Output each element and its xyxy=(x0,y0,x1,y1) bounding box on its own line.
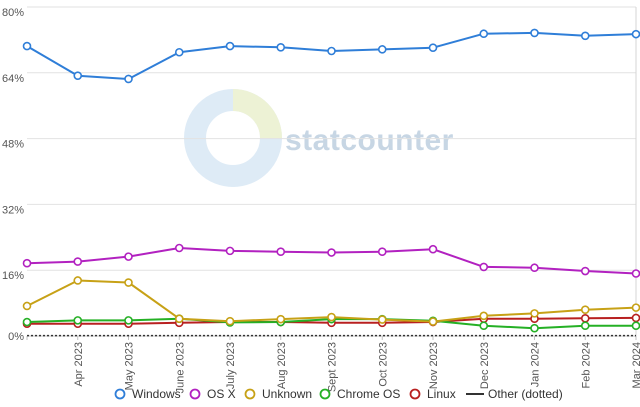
data-point[interactable] xyxy=(428,244,438,254)
x-tick-label: June 2023 xyxy=(174,342,186,393)
x-tick-label: Aug 2023 xyxy=(276,342,288,389)
data-point[interactable] xyxy=(580,305,590,314)
legend-item-chrome-os[interactable]: Chrome OS xyxy=(319,387,401,401)
x-tick-label: July 2023 xyxy=(225,342,237,389)
data-point[interactable] xyxy=(530,263,539,273)
legend-marker-icon xyxy=(409,388,421,400)
statcounter-logo-accent-icon xyxy=(232,89,282,139)
legend-label: Linux xyxy=(427,387,456,401)
legend-marker-icon xyxy=(319,388,331,400)
data-point[interactable] xyxy=(276,247,286,256)
data-point[interactable] xyxy=(174,243,184,253)
watermark-text: statcounter xyxy=(285,124,454,157)
data-point[interactable] xyxy=(225,246,235,256)
y-tick-label: 32% xyxy=(2,204,24,216)
data-point[interactable] xyxy=(428,317,438,326)
data-point[interactable] xyxy=(428,43,438,53)
x-tick-label: Dec 2023 xyxy=(479,342,491,389)
y-tick-label: 80% xyxy=(2,7,24,19)
data-point[interactable] xyxy=(73,257,83,266)
legend-item-unknown[interactable]: Unknown xyxy=(244,387,313,401)
data-point[interactable] xyxy=(530,309,539,318)
legend-label: Other (dotted) xyxy=(488,387,563,401)
data-point[interactable] xyxy=(124,278,133,287)
grid-lines xyxy=(27,6,637,337)
data-point[interactable] xyxy=(22,41,32,51)
x-tick-label: Jan 2024 xyxy=(530,342,542,387)
data-point[interactable] xyxy=(580,266,590,276)
y-tick-label: 0% xyxy=(8,331,24,343)
legend-label: Chrome OS xyxy=(337,387,400,401)
data-point[interactable] xyxy=(479,29,489,39)
y-tick-label: 64% xyxy=(2,73,24,85)
watermark: statcounter xyxy=(184,89,454,187)
legend-item-linux[interactable]: Linux xyxy=(409,387,456,401)
data-point[interactable] xyxy=(276,43,286,52)
data-point[interactable] xyxy=(377,315,387,324)
data-point[interactable] xyxy=(580,31,590,41)
series-windows xyxy=(22,28,640,84)
legend: Windows OS X Unknown Chrome OS Linux Other (d… xyxy=(114,387,563,401)
data-point[interactable] xyxy=(73,71,83,80)
data-point[interactable] xyxy=(327,312,336,322)
data-point[interactable] xyxy=(631,269,640,278)
data-point[interactable] xyxy=(479,311,489,321)
x-tick-label: Mar 2024 xyxy=(631,342,640,388)
data-point[interactable] xyxy=(73,276,83,285)
y-tick-label: 16% xyxy=(2,270,24,282)
data-point[interactable] xyxy=(124,252,133,261)
x-tick-label: Sept 2023 xyxy=(327,342,339,392)
legend-item-os-x[interactable]: OS X xyxy=(189,387,236,401)
series-lines xyxy=(22,28,640,337)
data-point[interactable] xyxy=(225,316,235,326)
data-point[interactable] xyxy=(22,317,32,327)
y-tick-label: 48% xyxy=(2,139,24,151)
legend-label: Windows xyxy=(132,387,181,401)
legend-marker-icon xyxy=(189,388,201,400)
data-point[interactable] xyxy=(124,74,133,84)
data-point[interactable] xyxy=(580,321,590,331)
series-unknown xyxy=(22,276,640,326)
data-point[interactable] xyxy=(479,321,489,331)
data-point[interactable] xyxy=(276,314,286,324)
x-tick-label: Apr 2023 xyxy=(73,342,85,387)
x-tick-label: Nov 2023 xyxy=(428,342,440,389)
data-point[interactable] xyxy=(631,29,640,39)
data-point[interactable] xyxy=(530,323,539,333)
data-point[interactable] xyxy=(631,313,640,323)
x-tick-label: Feb 2024 xyxy=(580,342,592,388)
legend-item-windows[interactable]: Windows xyxy=(114,387,181,401)
x-tick-label: May 2023 xyxy=(124,342,136,390)
data-point[interactable] xyxy=(174,47,184,57)
legend-item-other-dotted[interactable]: Other (dotted) xyxy=(466,387,563,401)
data-point[interactable] xyxy=(631,303,640,312)
data-point[interactable] xyxy=(377,247,387,256)
data-point[interactable] xyxy=(124,316,133,325)
data-point[interactable] xyxy=(73,316,83,325)
y-axis-ticks: 0% 16% 32% 48% 64% 80% xyxy=(2,7,24,343)
data-point[interactable] xyxy=(174,314,184,324)
legend-marker-icon xyxy=(244,388,256,400)
data-point[interactable] xyxy=(530,28,539,38)
data-point[interactable] xyxy=(22,258,32,268)
legend-label: OS X xyxy=(207,387,236,401)
data-point[interactable] xyxy=(631,321,640,331)
data-point[interactable] xyxy=(327,46,336,56)
data-point[interactable] xyxy=(22,301,32,311)
series-os-x xyxy=(22,243,640,278)
data-point[interactable] xyxy=(377,45,387,54)
data-point[interactable] xyxy=(225,41,235,51)
x-axis-ticks: Apr 2023 May 2023 June 2023 July 2023 Aug 20… xyxy=(26,336,640,393)
data-point[interactable] xyxy=(479,262,489,272)
series-line xyxy=(26,31,637,80)
data-point[interactable] xyxy=(580,314,590,323)
legend-marker-icon xyxy=(114,388,126,400)
data-point[interactable] xyxy=(327,248,336,257)
x-tick-label: Oct 2023 xyxy=(377,342,389,387)
legend-label: Unknown xyxy=(262,387,312,401)
